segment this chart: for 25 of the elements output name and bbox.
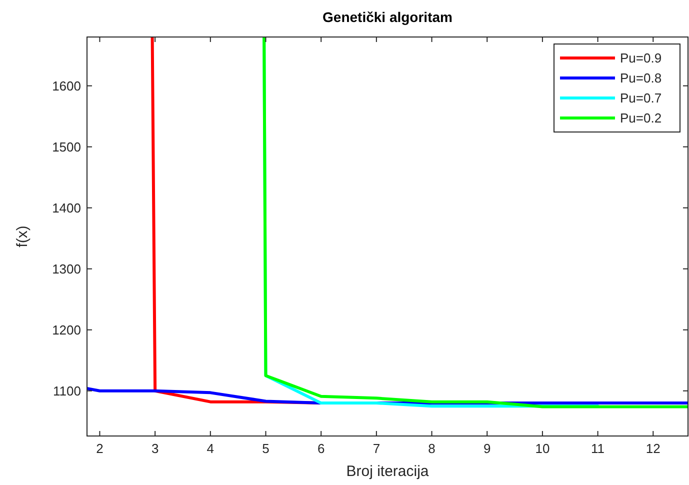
y-tick-label: 1300 — [52, 261, 81, 276]
x-tick-label: 6 — [317, 441, 325, 456]
x-tick-label: 4 — [206, 441, 214, 456]
y-axis-title: f(x) — [14, 226, 31, 248]
legend-label: Pu=0.8 — [620, 70, 662, 86]
chart-title: Genetički algoritam — [322, 9, 452, 25]
y-tick-label: 1500 — [52, 139, 81, 154]
x-tick-label: 11 — [591, 441, 605, 456]
legend-label: Pu=0.7 — [620, 90, 662, 106]
y-tick-label: 1400 — [52, 200, 81, 216]
legend-label: Pu=0.9 — [620, 50, 662, 66]
x-tick-label: 8 — [428, 441, 436, 456]
x-tick-label: 2 — [96, 441, 104, 456]
y-tick-label: 1600 — [52, 78, 81, 94]
y-tick-label: 1100 — [53, 383, 81, 398]
x-tick-label: 9 — [483, 441, 491, 456]
y-tick-label: 1200 — [52, 322, 81, 338]
line-series — [262, 37, 688, 408]
x-tick-label: 5 — [262, 441, 270, 456]
x-tick-label: 3 — [151, 441, 159, 456]
legend-label: Pu=0.2 — [620, 110, 662, 126]
x-tick-label: 12 — [646, 441, 660, 456]
x-tick-label: 7 — [372, 441, 380, 456]
x-axis-title: Broj iteracija — [346, 463, 430, 480]
x-tick-label: 10 — [535, 441, 550, 456]
